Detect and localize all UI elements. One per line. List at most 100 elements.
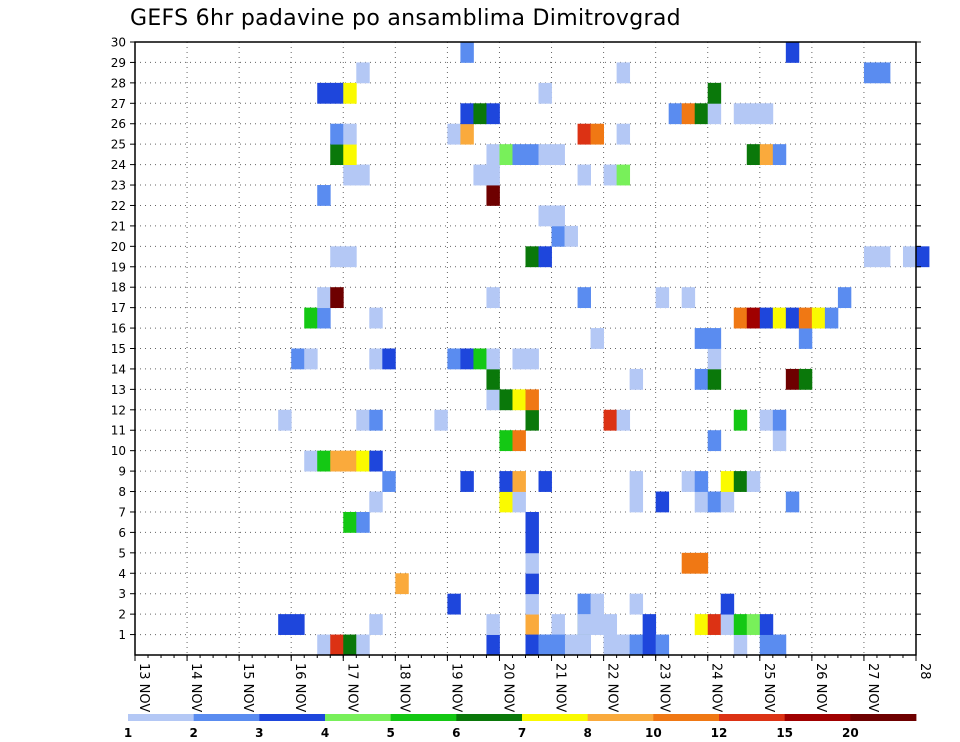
- heatmap-cell: [733, 103, 748, 125]
- x-tick-label: 28: [917, 663, 932, 680]
- legend-label: 4: [321, 726, 329, 740]
- heatmap-cell: [551, 205, 565, 227]
- heatmap-cell: [460, 471, 474, 492]
- heatmap-cell: [694, 552, 709, 574]
- heatmap-cell: [525, 532, 539, 554]
- heatmap-cell: [525, 144, 539, 165]
- heatmap-cell: [655, 287, 670, 309]
- heatmap-cell: [772, 307, 787, 329]
- heatmap-cell: [343, 511, 357, 533]
- heatmap-cell: [317, 634, 331, 656]
- heatmap-cell: [564, 634, 578, 656]
- y-tick-label: 19: [111, 260, 126, 274]
- heatmap-cell: [486, 368, 500, 390]
- heatmap-cell: [486, 389, 500, 411]
- heatmap-cell: [486, 164, 500, 186]
- legend-swatch: [653, 714, 720, 721]
- heatmap-cell: [759, 634, 774, 656]
- y-tick-label: 13: [111, 383, 126, 397]
- y-tick-label: 23: [111, 179, 126, 193]
- heatmap-cell: [590, 614, 604, 635]
- legend-label: 2: [189, 726, 197, 740]
- heatmap-cell: [577, 123, 591, 145]
- heatmap-cell: [746, 103, 761, 125]
- heatmap-cell: [733, 471, 748, 492]
- y-tick-label: 8: [118, 485, 126, 499]
- heatmap-cell: [525, 552, 539, 574]
- heatmap-cell: [681, 471, 696, 492]
- y-tick-label: 5: [118, 546, 126, 560]
- heatmap-cell: [499, 491, 513, 513]
- heatmap-cell: [785, 491, 800, 513]
- heatmap-cell: [538, 246, 552, 268]
- heatmap-cell: [460, 123, 474, 145]
- heatmap-cell: [759, 409, 774, 431]
- heatmap-cell: [603, 409, 618, 431]
- heatmap-cell: [785, 42, 800, 63]
- legend-label: 15: [776, 726, 793, 740]
- heatmap-cell: [525, 246, 539, 268]
- heatmap-cell: [668, 103, 683, 125]
- heatmap-cell: [473, 103, 487, 125]
- heatmap-cell: [629, 368, 644, 390]
- legend-swatch: [522, 714, 589, 721]
- heatmap-cell: [681, 103, 696, 125]
- heatmap-cell: [369, 348, 383, 370]
- x-tick-label: 26 NOV: [813, 663, 828, 712]
- heatmap-cell: [525, 593, 539, 615]
- legend-label: 20: [842, 726, 859, 740]
- x-tick-label: 23 NOV: [657, 663, 672, 712]
- heatmap-cell: [629, 593, 644, 615]
- x-tick-label: 20 NOV: [500, 663, 515, 712]
- heatmap-cell: [707, 491, 722, 513]
- legend-swatch: [587, 714, 654, 721]
- y-tick-label: 28: [111, 76, 126, 90]
- legend-label: 10: [645, 726, 662, 740]
- heatmap-cell: [473, 164, 487, 186]
- heatmap-cell: [551, 614, 565, 635]
- heatmap-cell: [707, 82, 722, 104]
- heatmap-cell: [590, 593, 604, 615]
- heatmap-cell: [694, 103, 709, 125]
- heatmap-cell: [551, 634, 565, 656]
- heatmap-cell: [499, 471, 513, 492]
- heatmap-cell: [356, 62, 370, 84]
- heatmap-cell: [525, 389, 539, 411]
- heatmap-cell: [460, 103, 474, 125]
- heatmap-cell: [720, 471, 735, 492]
- x-tick-label: 22 NOV: [605, 663, 620, 712]
- heatmap-cell: [720, 614, 735, 635]
- heatmap-cell: [512, 348, 526, 370]
- heatmap-cell: [447, 123, 461, 145]
- y-tick-label: 22: [111, 199, 126, 213]
- legend-swatch: [128, 714, 195, 721]
- heatmap-cell: [343, 246, 357, 268]
- heatmap-cell: [707, 430, 722, 452]
- y-tick-label: 27: [111, 97, 126, 111]
- y-tick-label: 14: [111, 362, 126, 376]
- x-tick-label: 21 NOV: [553, 663, 568, 712]
- heatmap-cell: [486, 144, 500, 165]
- heatmap-cell: [824, 307, 839, 329]
- legend-swatch: [719, 714, 786, 721]
- heatmap-cell: [811, 307, 826, 329]
- legend-label: 1: [124, 726, 132, 740]
- y-tick-label: 18: [111, 281, 126, 295]
- heatmap-cell: [759, 307, 774, 329]
- heatmap-cell: [707, 368, 722, 390]
- heatmap-cell: [772, 144, 787, 165]
- heatmap-cell: [577, 634, 591, 656]
- y-tick-label: 17: [111, 301, 126, 315]
- heatmap-cell: [629, 491, 644, 513]
- heatmap-cell: [330, 634, 344, 656]
- heatmap-cell: [694, 328, 709, 349]
- heatmap-cell: [525, 573, 539, 595]
- legend-label: 12: [711, 726, 728, 740]
- heatmap-cell: [616, 164, 631, 186]
- heatmap-cell: [486, 103, 500, 125]
- heatmap-cell: [590, 328, 604, 349]
- x-tick-label: 27 NOV: [865, 663, 880, 712]
- heatmap-cell: [304, 348, 318, 370]
- heatmap-cell: [512, 471, 526, 492]
